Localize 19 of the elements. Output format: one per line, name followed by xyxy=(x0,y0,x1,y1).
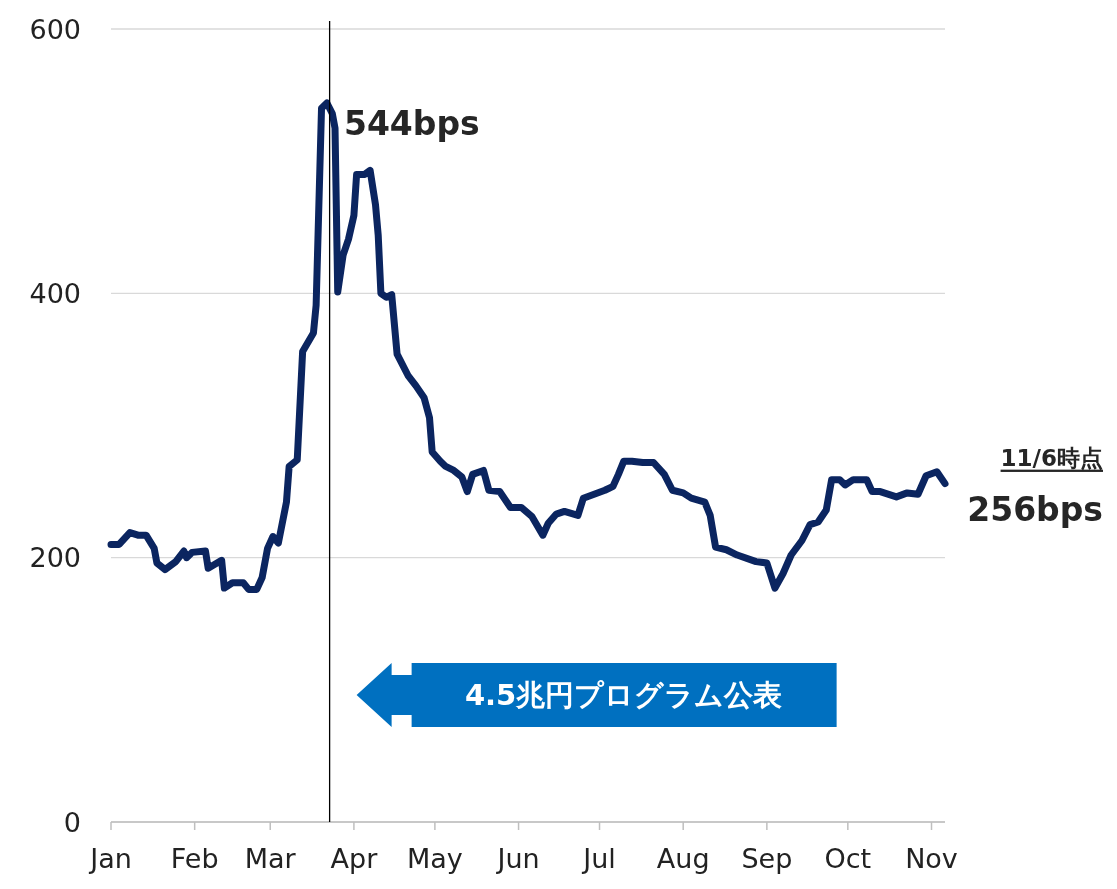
y-tick-label: 600 xyxy=(29,13,81,45)
y-tick-label: 400 xyxy=(29,277,81,309)
x-tick-label: Nov xyxy=(905,843,958,874)
x-tick-label: May xyxy=(406,843,463,874)
annotation: 256bps xyxy=(967,490,1103,530)
x-tick-label: Mar xyxy=(244,843,297,874)
annotation: 544bps xyxy=(343,103,480,143)
x-tick-label: Feb xyxy=(170,843,219,874)
y-tick-label: 200 xyxy=(29,542,81,574)
x-tick-label: Oct xyxy=(824,843,872,874)
x-tick-label: Sep xyxy=(741,843,793,874)
annotation: 4.5兆円プログラム公表 xyxy=(464,678,783,713)
x-tick-label: Jun xyxy=(495,843,540,874)
x-tick-label: Jan xyxy=(88,843,132,874)
x-tick-label: Aug xyxy=(656,843,710,874)
x-tick-label: Jul xyxy=(581,843,616,874)
x-tick-label: Apr xyxy=(330,843,379,874)
annotation: 11/6時点 xyxy=(1000,444,1103,471)
y-tick-label: 0 xyxy=(63,806,81,838)
